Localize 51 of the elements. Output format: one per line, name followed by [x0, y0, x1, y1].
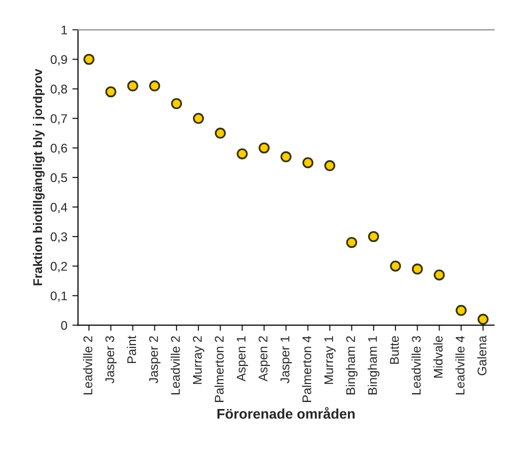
- x-tick-label: Bingham 2: [346, 336, 358, 394]
- point: [214, 128, 226, 139]
- point: [105, 86, 116, 98]
- x-tick-label: Aspen 1: [236, 336, 248, 382]
- x-tick-label: Leadville 2: [170, 336, 180, 394]
- x-tick-label: Paint: [126, 336, 136, 364]
- x-tick-label: Midvale: [433, 336, 443, 378]
- y-tick-label: 0,8: [50, 84, 68, 95]
- point: [127, 80, 138, 92]
- x-tick-label: Jasper 2: [149, 336, 160, 384]
- point: [456, 304, 467, 316]
- point: [192, 112, 204, 124]
- point: [346, 236, 358, 248]
- point: [236, 148, 248, 160]
- point: [83, 54, 94, 65]
- point: [302, 157, 314, 168]
- x-tick-label: Palmerton 2: [214, 336, 224, 402]
- point: [324, 160, 336, 172]
- x-tick-label: Aspen 2: [258, 336, 270, 382]
- x-tick-label: Murray 1: [324, 336, 336, 384]
- y-axis-title: Fraktion biotillgängligt bly i jordprov: [32, 68, 45, 286]
- point: [390, 260, 401, 272]
- y-tick-label: 0,6: [50, 144, 68, 154]
- y-tick-label: 0,1: [50, 291, 67, 302]
- x-tick-label: Bingham 1: [368, 336, 380, 394]
- x-tick-label: Jasper 3: [105, 336, 117, 384]
- y-tick-label: 0,7: [50, 114, 67, 125]
- x-tick-label: Jasper 1: [280, 336, 292, 384]
- y-tick-label: 0,4: [50, 202, 68, 214]
- y-tick-label: 0,3: [50, 232, 68, 243]
- point: [149, 80, 160, 92]
- x-tick-label: Leadville 3: [412, 336, 421, 394]
- y-tick-label: 0,2: [50, 262, 67, 272]
- y-tick-label: 1: [62, 26, 67, 34]
- x-tick-label: Galena: [477, 336, 486, 376]
- x-tick-label: Palmerton 4: [302, 336, 312, 402]
- point: [368, 231, 380, 242]
- x-tick-label: Leadville 2: [83, 336, 92, 394]
- x-tick-label: Butte: [390, 336, 399, 364]
- y-tick-label: 0: [61, 320, 68, 330]
- point: [412, 264, 423, 275]
- point: [258, 142, 270, 154]
- point: [280, 151, 292, 162]
- x-axis-title: Förorenade områden: [217, 407, 355, 419]
- y-tick-label: 0,9: [50, 55, 67, 66]
- x-tick-label: Leadville 4: [455, 336, 465, 394]
- x-tick-label: Murray 2: [192, 336, 204, 384]
- point: [434, 269, 445, 280]
- y-tick-label: 0,5: [50, 173, 68, 184]
- point: [171, 98, 182, 110]
- point: [478, 314, 489, 325]
